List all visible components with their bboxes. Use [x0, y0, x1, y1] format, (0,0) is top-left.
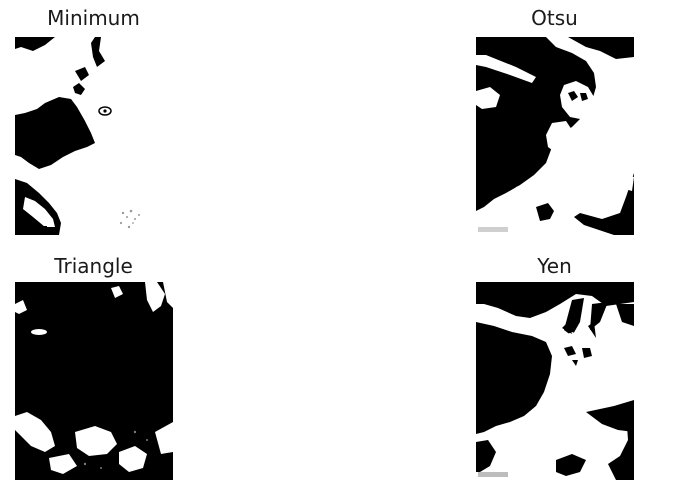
image-triangle-threshold [15, 282, 173, 480]
panel-title-triangle: Triangle [54, 254, 133, 278]
panel-title-otsu: Otsu [531, 6, 578, 30]
image-minimum-threshold [15, 37, 173, 235]
image-otsu-threshold [476, 37, 634, 235]
image-yen-threshold [476, 282, 634, 480]
panel-title-minimum: Minimum [47, 6, 140, 30]
panel-title-yen: Yen [537, 254, 572, 278]
